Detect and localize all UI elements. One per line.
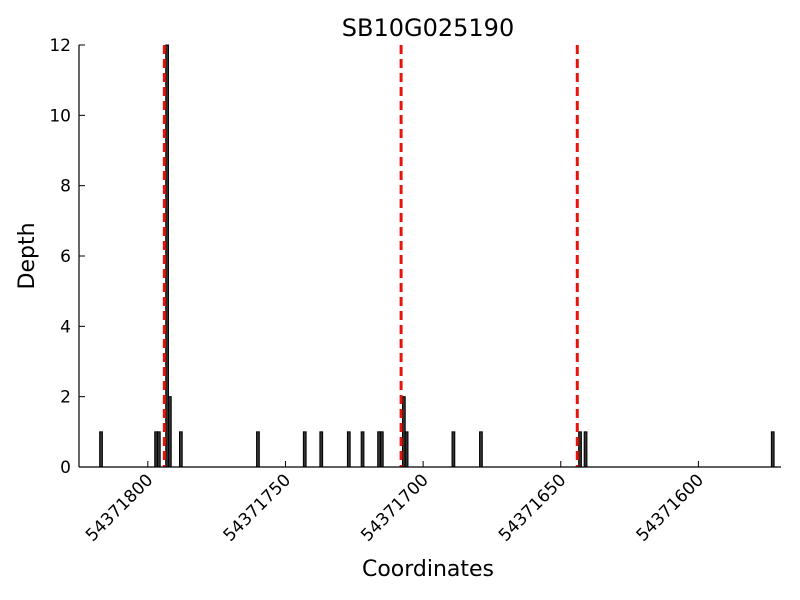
depth-bar [379,431,384,468]
depth-bar [156,431,161,468]
y-tick-label: 2 [60,388,71,408]
depth-bar [256,431,260,468]
x-axis-ticks: 54371800 54371750 54371700 54371650 54371600 [82,461,708,546]
x-tick-label: 54371700 [357,470,432,545]
x-tick-label: 54371600 [633,470,708,545]
y-axis-ticks: 0 2 4 6 8 10 12 [49,36,85,478]
depth-bar [360,431,365,468]
depth-bar [770,431,775,468]
depth-bar [319,431,324,468]
x-tick-label: 54371650 [495,470,570,545]
y-tick-label: 0 [60,458,71,478]
depth-bar [578,431,582,468]
x-axis-title: Coordinates [362,557,494,582]
depth-bar [302,431,307,468]
y-tick-label: 12 [49,36,71,56]
y-tick-label: 10 [49,106,71,126]
x-tick-label: 54371750 [220,470,295,545]
chart-title: SB10G025190 [342,14,514,42]
depth-bar [479,431,483,468]
y-tick-label: 6 [60,247,71,267]
depth-bar [404,431,409,468]
plot-area [99,44,775,468]
depth-bar [583,431,588,468]
x-tick-label: 54371800 [82,470,157,545]
depth-bar [99,431,103,468]
y-axis-title: Depth [15,222,40,289]
y-tick-label: 8 [60,177,71,197]
depth-bar [451,431,456,468]
depth-bar [346,431,351,468]
depth-bar [178,431,183,468]
depth-bar [167,396,172,468]
y-tick-label: 4 [60,317,71,337]
